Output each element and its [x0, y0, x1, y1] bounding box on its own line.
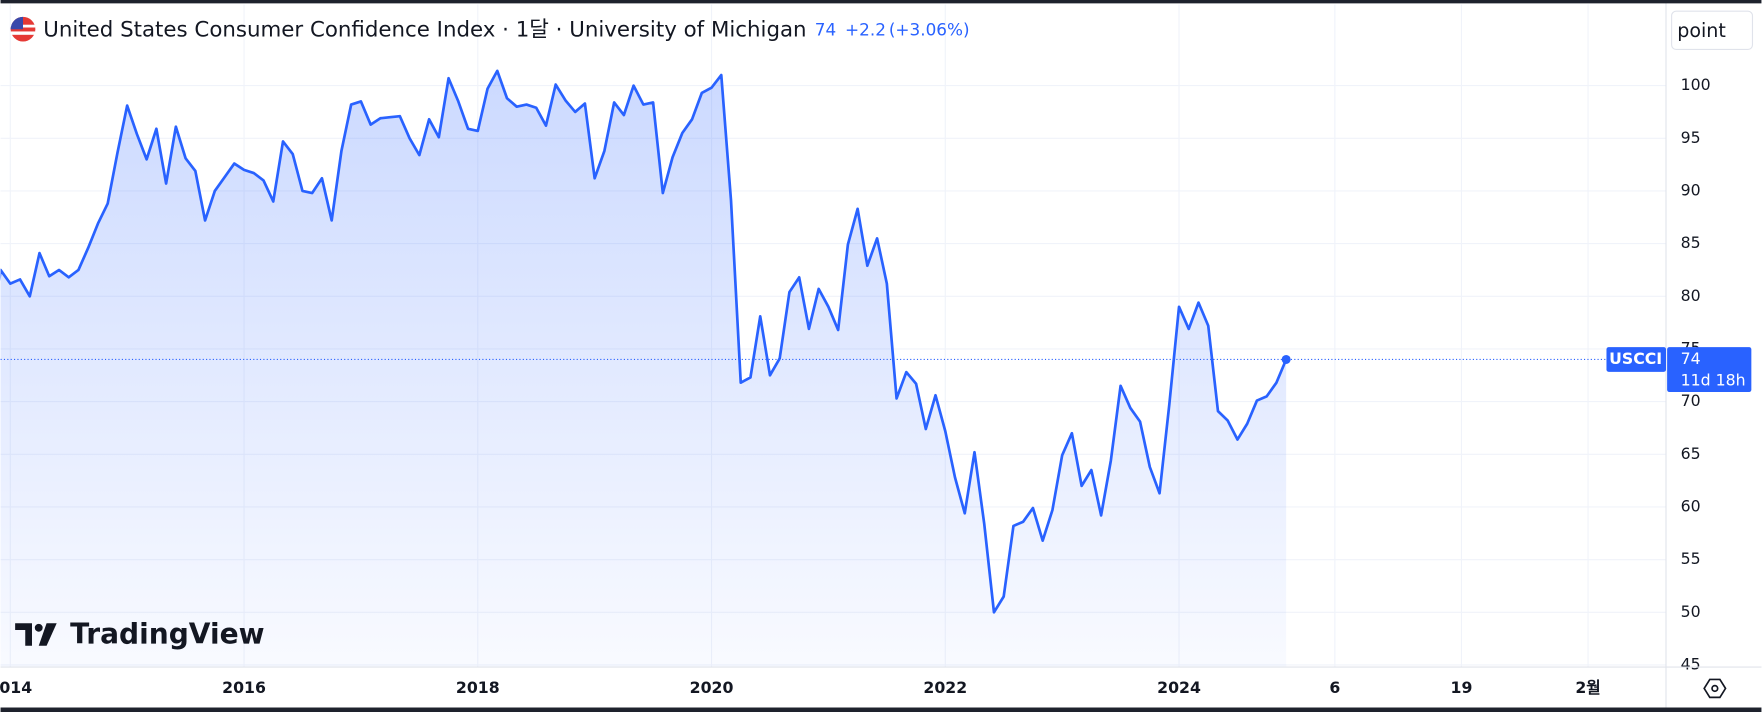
x-tick-label: 2020	[690, 678, 734, 697]
last-value: 74	[815, 19, 836, 39]
x-tick-label: 2016	[222, 678, 266, 697]
flag-icon	[10, 16, 36, 42]
area-fill	[0, 70, 1287, 668]
axes: 4550556065707580859095100201420162018202…	[0, 75, 1711, 697]
y-tick-label: 55	[1681, 549, 1701, 568]
logo-text: TradingView	[70, 618, 264, 651]
symbol-tag-label: USCCI	[1609, 349, 1662, 368]
y-tick-label: 90	[1681, 180, 1701, 199]
scale-button-label[interactable]: point	[1677, 19, 1726, 42]
symbol-tag	[1606, 347, 1666, 372]
price-tag	[1667, 347, 1752, 393]
x-tick-label: 2024	[1157, 678, 1201, 697]
frame-top	[0, 0, 1762, 4]
x-tick-label: 2018	[456, 678, 500, 697]
x-tick-label: 6	[1329, 678, 1340, 697]
y-tick-label: 60	[1681, 496, 1701, 515]
y-tick-label: 95	[1681, 128, 1701, 147]
line	[0, 69, 1288, 614]
y-tick-label: 65	[1681, 444, 1701, 463]
price-tag-countdown: 11d 18h	[1681, 370, 1746, 389]
settings-icon[interactable]	[1703, 678, 1727, 699]
y-tick-label: 85	[1681, 233, 1701, 252]
x-tick-label: 2022	[923, 678, 967, 697]
price-label: USCCI 74 11d 18h	[1606, 347, 1752, 393]
x-tick-label: 2월	[1575, 678, 1600, 697]
plot	[0, 69, 1666, 668]
change-pct: (+3.06%)	[889, 19, 970, 39]
logo-icon	[15, 623, 57, 646]
change: +2.2	[845, 19, 886, 39]
chart-title: United States Consumer Confidence Index …	[43, 17, 806, 42]
scale-button[interactable]	[1671, 10, 1754, 50]
y-tick-label: 50	[1681, 602, 1701, 621]
y-tick-label: 45	[1681, 654, 1701, 673]
y-tick-label: 100	[1681, 75, 1711, 94]
x-tick-label: 2014	[0, 678, 32, 697]
x-tick-label: 19	[1451, 678, 1473, 697]
y-tick-label: 70	[1681, 391, 1701, 410]
frame-bottom	[0, 707, 1762, 712]
last-point	[1281, 354, 1291, 364]
y-tick-label: 80	[1681, 286, 1701, 305]
price-tag-value: 74	[1681, 349, 1701, 368]
